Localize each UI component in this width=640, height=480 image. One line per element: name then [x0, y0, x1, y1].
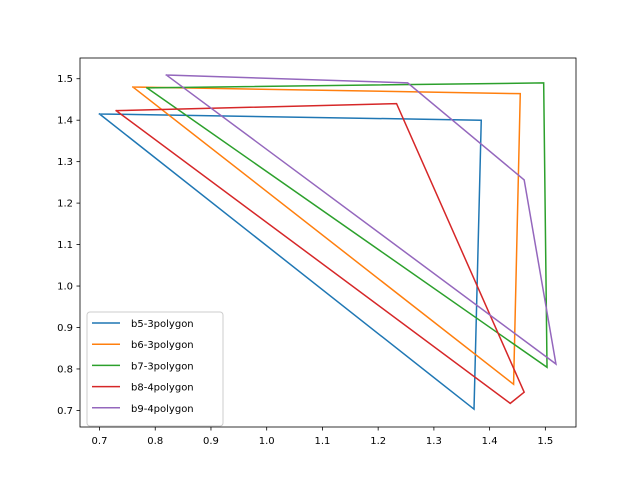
legend-label-b7-3polygon: b7-3polygon [131, 361, 194, 372]
series-line-b6-3polygon [131, 85, 522, 386]
x-tick-label-0.8: 0.8 [147, 436, 163, 447]
x-tick-label-1.1: 1.1 [314, 436, 330, 447]
legend-label-b6-3polygon: b6-3polygon [131, 340, 194, 351]
y-tick-label-1.3: 1.3 [57, 157, 73, 168]
y-tick-label-1.1: 1.1 [57, 240, 73, 251]
y-tick-label-0.9: 0.9 [57, 323, 73, 334]
x-tick-label-1.0: 1.0 [259, 436, 275, 447]
series-line-b5-3polygon [98, 112, 483, 411]
series-line-b8-4polygon [115, 102, 526, 405]
series-layer [98, 73, 557, 411]
x-tick-label-1.4: 1.4 [482, 436, 498, 447]
y-tick-label-1.0: 1.0 [57, 282, 73, 293]
legend: b5-3polygon b6-3polygon b7-3polygon b8-4pol… [86, 311, 224, 427]
series-line-b9-4polygon [165, 73, 557, 366]
y-tick-label-1.2: 1.2 [57, 199, 73, 210]
y-tick-label-0.7: 0.7 [57, 406, 73, 417]
x-tick-label-1.2: 1.2 [370, 436, 386, 447]
legend-box [86, 311, 224, 427]
y-tick-label-1.5: 1.5 [57, 74, 73, 85]
legend-label-b5-3polygon: b5-3polygon [131, 319, 194, 330]
legend-label-b9-4polygon: b9-4polygon [131, 404, 194, 415]
x-tick-label-1.5: 1.5 [537, 436, 553, 447]
axes-frame [79, 57, 577, 428]
y-tick-label-0.8: 0.8 [57, 364, 73, 375]
y-tick-label-1.4: 1.4 [57, 116, 73, 127]
axes-layer: 0.7 0.8 0.9 1.0 1.1 1.2 1.3 1.4 1.5 0.7 0.8 0.9 1.0 1… [57, 57, 577, 447]
x-tick-label-0.9: 0.9 [203, 436, 219, 447]
legend-label-b8-4polygon: b8-4polygon [131, 383, 194, 394]
x-tick-label-1.3: 1.3 [426, 436, 442, 447]
x-tick-label-0.7: 0.7 [92, 436, 108, 447]
series-line-b7-3polygon [145, 82, 548, 369]
